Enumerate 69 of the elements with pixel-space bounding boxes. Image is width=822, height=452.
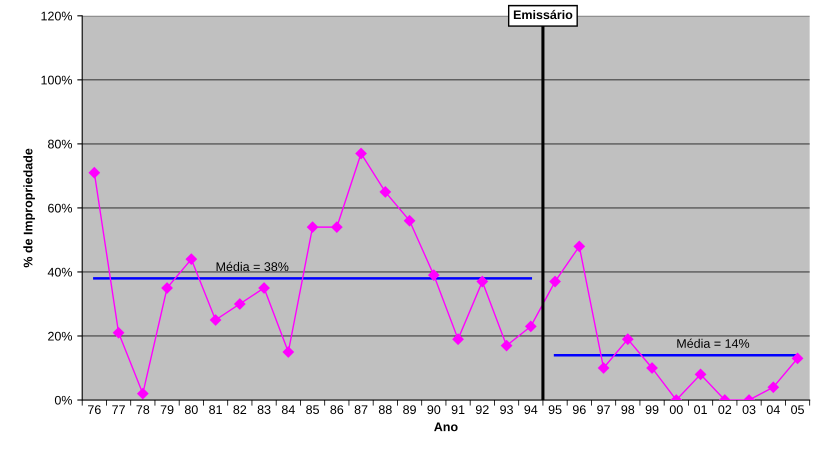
x-tick-label: 03 <box>742 405 756 414</box>
point <box>137 388 148 400</box>
x-tick-label: 02 <box>718 405 732 414</box>
y-axis-title: % de Impropriedade <box>23 148 35 268</box>
point <box>112 327 124 338</box>
point <box>380 186 391 198</box>
x-tick-label: 94 <box>524 405 538 414</box>
point <box>404 215 416 226</box>
point <box>476 276 488 288</box>
point <box>694 368 706 380</box>
point <box>258 282 270 294</box>
x-tick-label: 77 <box>112 405 125 414</box>
point <box>525 320 536 332</box>
x-tick-label: 90 <box>427 405 440 414</box>
x-tick-label: 93 <box>500 405 513 414</box>
point <box>306 222 318 233</box>
ref-line-label: Emissário <box>514 10 572 20</box>
x-tick-label: 89 <box>403 405 416 414</box>
y-tick-label: 120% <box>41 12 72 20</box>
x-tick-label: 82 <box>233 405 246 414</box>
y-tick-label: 20% <box>48 332 72 341</box>
point <box>549 276 561 288</box>
x-axis-title: Ano <box>434 422 458 432</box>
x-tick-label: 86 <box>330 405 344 414</box>
x-tick-label: 99 <box>646 405 658 414</box>
point <box>210 314 222 326</box>
x-tick-label: 80 <box>184 405 198 414</box>
point <box>622 334 634 345</box>
point <box>428 270 440 281</box>
x-tick-label: 81 <box>209 405 222 414</box>
annotation: Média = 38% <box>216 262 288 272</box>
y-tick-label: 80% <box>48 140 72 149</box>
point <box>598 362 610 374</box>
point <box>646 362 658 374</box>
x-tick-label: 01 <box>694 405 707 414</box>
x-tick-label: 92 <box>476 405 489 414</box>
x-tick-label: 00 <box>670 405 683 414</box>
point <box>331 222 342 233</box>
x-tick-label: 91 <box>452 405 464 414</box>
x-tick-label: 95 <box>548 405 562 414</box>
point <box>355 148 367 160</box>
x-tick-label: 88 <box>378 405 392 414</box>
x-tick-label: 78 <box>136 405 150 414</box>
point <box>768 382 779 393</box>
y-tick-label: 60% <box>48 204 72 213</box>
x-tick-label: 97 <box>597 405 610 414</box>
x-tick-label: 79 <box>160 405 174 414</box>
point <box>186 254 197 265</box>
x-tick-label: 76 <box>88 405 101 414</box>
x-tick-label: 98 <box>621 405 634 414</box>
y-tick-label: 100% <box>41 76 72 85</box>
x-tick-label: 05 <box>791 405 804 414</box>
point <box>234 298 246 310</box>
point <box>574 240 585 252</box>
x-tick-label: 87 <box>354 405 368 414</box>
x-tick-label: 84 <box>282 405 295 414</box>
x-tick-label: 83 <box>258 405 270 414</box>
y-tick-label: 40% <box>48 268 72 277</box>
x-tick-label: 85 <box>306 405 319 414</box>
y-tick-label: 0% <box>54 396 72 405</box>
point <box>792 352 804 364</box>
x-tick-label: 96 <box>572 405 586 414</box>
x-tick-label: 04 <box>766 405 780 414</box>
point <box>500 340 512 352</box>
point <box>282 346 294 358</box>
point <box>161 282 173 294</box>
annotation: Média = 14% <box>677 338 750 348</box>
point <box>452 334 464 345</box>
point <box>88 167 100 178</box>
